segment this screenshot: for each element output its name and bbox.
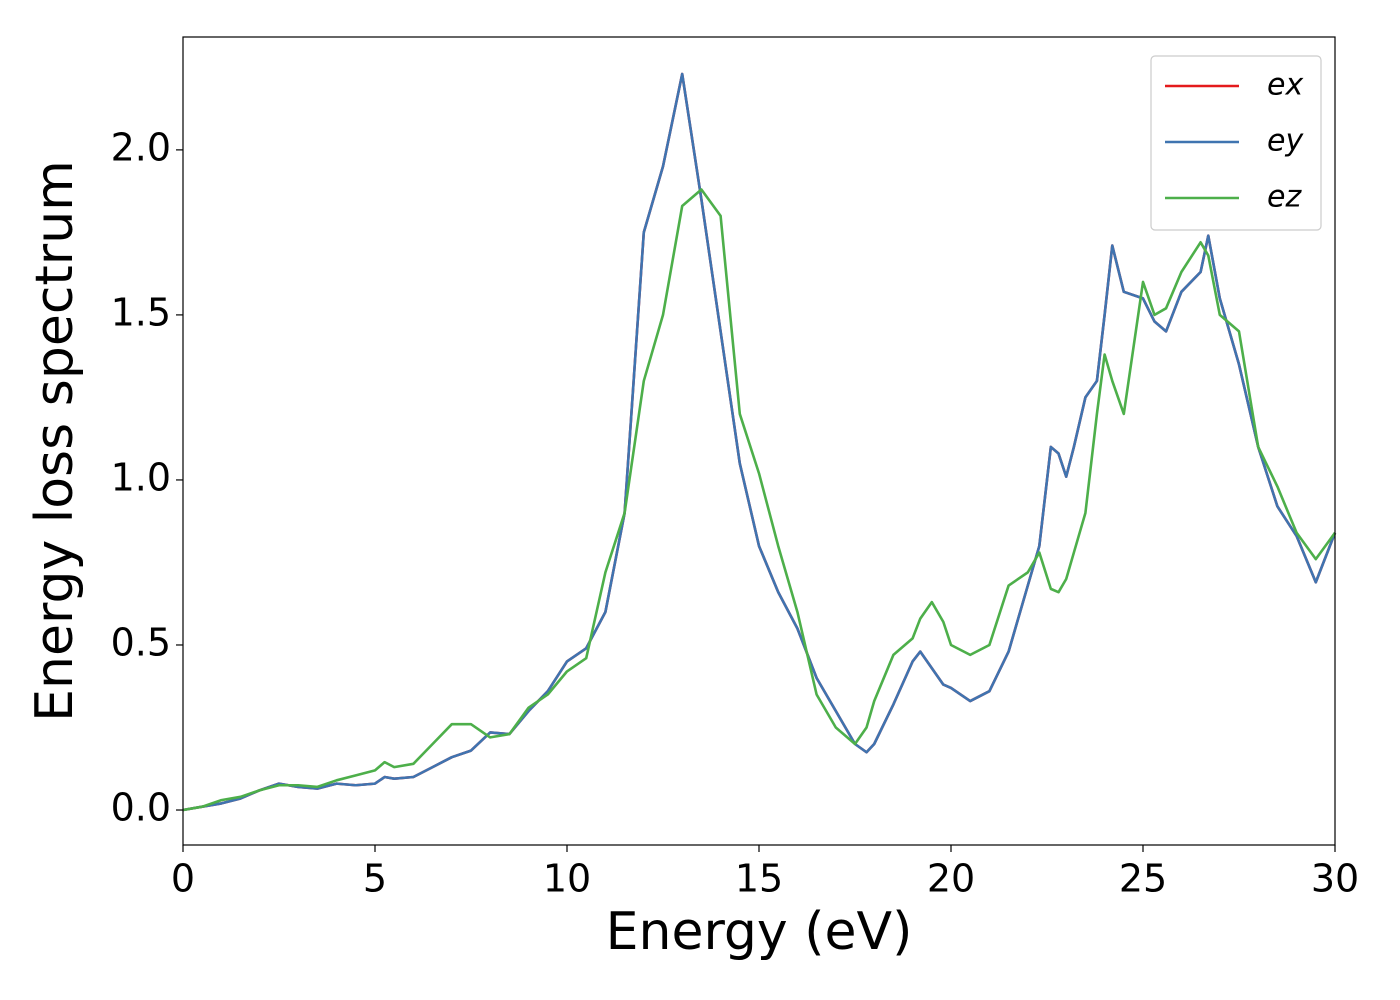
- legend-label: ey: [1267, 124, 1304, 159]
- x-tick-label: 15: [735, 857, 783, 901]
- y-tick-label: 0.5: [111, 620, 171, 664]
- legend-label: ex: [1267, 68, 1303, 103]
- x-tick-label: 30: [1311, 857, 1359, 901]
- y-tick-label: 0.0: [111, 786, 171, 830]
- x-tick-label: 0: [171, 857, 195, 901]
- x-tick-label: 25: [1119, 857, 1167, 901]
- x-tick-label: 10: [543, 857, 591, 901]
- y-axis-label: Energy loss spectrum: [25, 160, 85, 722]
- x-tick-label: 5: [363, 857, 387, 901]
- series-line: [182, 72, 1337, 812]
- y-tick-label: 1.0: [111, 455, 171, 499]
- x-tick-label: 20: [927, 857, 975, 901]
- series-line: [182, 188, 1337, 812]
- y-tick-label: 1.5: [111, 290, 171, 334]
- plot-frame: [182, 36, 1336, 846]
- x-axis-label: Energy (eV): [606, 902, 913, 962]
- legend-label: ez: [1267, 180, 1302, 215]
- y-tick-label: 2.0: [111, 125, 171, 169]
